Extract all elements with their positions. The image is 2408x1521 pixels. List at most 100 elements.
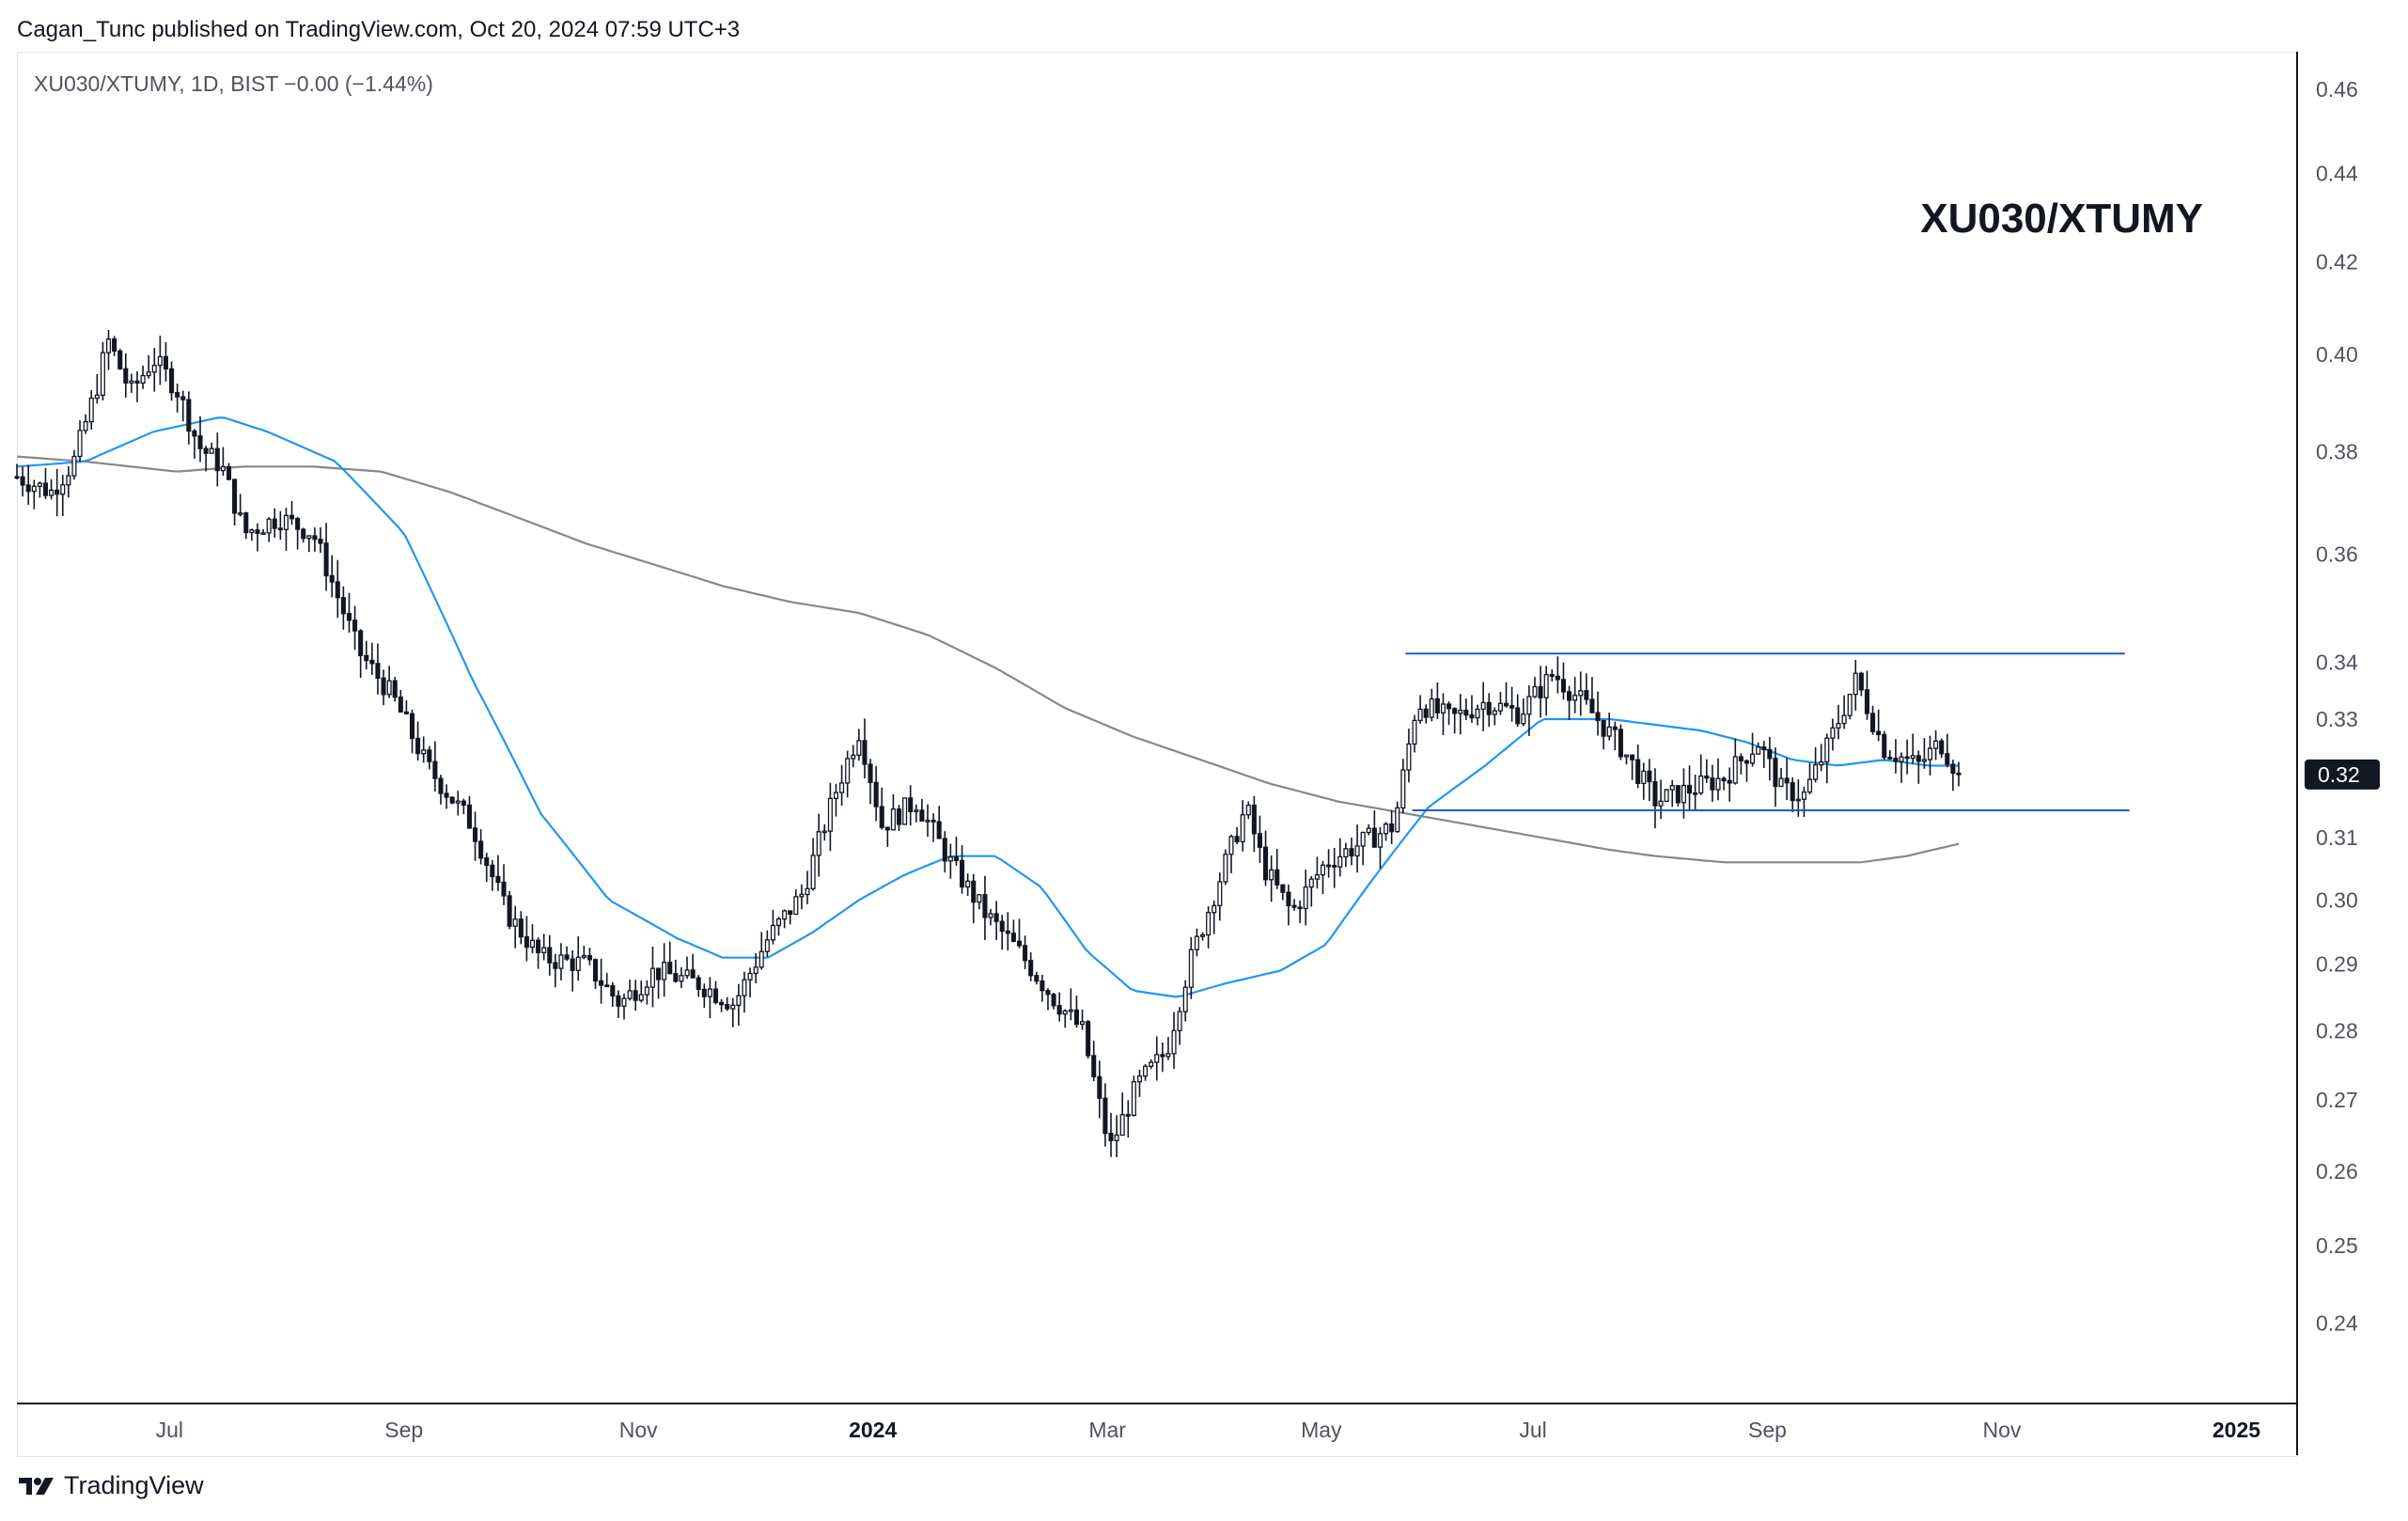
candle (1308, 875, 1314, 907)
candle (1412, 714, 1417, 753)
candle-body (1864, 689, 1869, 714)
candle-body (1853, 672, 1858, 696)
candle (1160, 1042, 1165, 1073)
candle-body (123, 368, 129, 384)
candle (1228, 834, 1234, 873)
candle-body (793, 896, 799, 916)
candle (1618, 724, 1623, 760)
candle (758, 932, 764, 970)
candle-body (352, 619, 358, 632)
candle (66, 465, 71, 498)
candle (1251, 795, 1257, 853)
candle-body (1904, 756, 1910, 760)
candle (1040, 974, 1045, 1002)
candle (266, 517, 272, 542)
candle (175, 384, 180, 413)
candle-body (1945, 753, 1950, 765)
candle-body (1521, 713, 1526, 725)
y-tick-label: 0.36 (2316, 541, 2358, 566)
candle (1515, 694, 1521, 728)
y-tick-label: 0.25 (2316, 1233, 2358, 1258)
candle (839, 764, 845, 806)
candle-body (1452, 708, 1458, 714)
tradingview-brand[interactable]: TradingView (17, 1471, 204, 1500)
candle (386, 666, 392, 698)
candle-body (1073, 1009, 1079, 1026)
candle-body (146, 371, 151, 377)
candle (1480, 682, 1486, 731)
candle-body (1858, 672, 1864, 691)
candle (890, 793, 896, 831)
candle-body (1010, 933, 1016, 942)
candle (696, 975, 701, 997)
candle (805, 870, 810, 904)
candle-body (1269, 869, 1274, 881)
candle (684, 956, 690, 980)
candle (982, 875, 988, 940)
y-tick-label: 0.30 (2316, 887, 2358, 912)
candle (1073, 996, 1079, 1028)
candle-body (20, 476, 25, 486)
candle-body (129, 380, 134, 384)
candle-body (1773, 758, 1778, 788)
candle (1212, 900, 1217, 934)
candle (873, 765, 879, 822)
candle (427, 745, 432, 770)
candle-body (1921, 759, 1927, 762)
candle-body (1669, 785, 1675, 791)
candle-body (432, 760, 438, 779)
candle (764, 930, 770, 957)
candle (1750, 732, 1756, 767)
candle-body (1383, 823, 1389, 835)
candle (1864, 670, 1869, 720)
candle (558, 943, 564, 980)
candle (1567, 685, 1572, 720)
candle-body (1297, 906, 1303, 910)
candle-body (1635, 759, 1641, 785)
candle-body (1623, 754, 1630, 758)
candle (140, 365, 146, 389)
candle (1606, 713, 1612, 741)
candle (369, 642, 375, 676)
x-tick-label: Sep (1748, 1418, 1787, 1442)
candle-body (1366, 827, 1371, 834)
candle (346, 592, 352, 634)
candle (586, 948, 592, 965)
candle-body (1497, 702, 1503, 712)
symbol-legend[interactable]: XU030/XTUMY, 1D, BIST −0.00 (−1.44%) (34, 71, 433, 96)
candle (725, 996, 730, 1011)
candle-body (536, 939, 541, 954)
candle (1417, 695, 1423, 724)
candle-body (1806, 778, 1813, 793)
candle-body (1228, 836, 1234, 855)
candle-body (999, 920, 1005, 933)
candle (1904, 739, 1910, 775)
candle (1377, 826, 1383, 870)
candle-body (1257, 833, 1263, 848)
candle (1056, 992, 1062, 1022)
candle (644, 980, 649, 1005)
candle (466, 796, 472, 829)
candle (323, 523, 329, 591)
candle-body (238, 512, 243, 515)
channel-lines (1405, 652, 2130, 812)
candle (352, 605, 358, 651)
candle-body (255, 529, 260, 535)
candle (1882, 730, 1887, 760)
moving-average-fast (16, 416, 1959, 998)
candle-body (1051, 994, 1056, 1007)
candle-body (340, 597, 346, 615)
chart-annotation-title[interactable]: XU030/XTUMY (1920, 196, 2203, 242)
candle-body (1177, 1011, 1182, 1031)
candle-body (890, 808, 896, 831)
candle (1538, 666, 1543, 718)
x-tick-label: 2024 (849, 1418, 897, 1442)
candle (936, 806, 942, 839)
candle (1623, 754, 1630, 765)
candle-body (335, 581, 340, 599)
candle (1423, 704, 1429, 724)
candle (988, 908, 993, 926)
candle-body (547, 947, 553, 964)
x-tick-label: 2025 (2213, 1418, 2260, 1442)
